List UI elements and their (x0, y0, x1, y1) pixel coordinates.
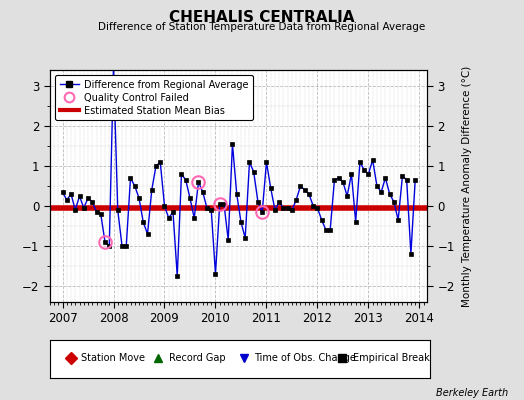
Text: Time of Obs. Change: Time of Obs. Change (254, 353, 356, 363)
Text: Record Gap: Record Gap (169, 353, 225, 363)
Text: CHEHALIS CENTRALIA: CHEHALIS CENTRALIA (169, 10, 355, 25)
Text: Station Move: Station Move (81, 353, 145, 363)
Text: Empirical Break: Empirical Break (353, 353, 430, 363)
Y-axis label: Monthly Temperature Anomaly Difference (°C): Monthly Temperature Anomaly Difference (… (462, 65, 472, 307)
Text: Difference of Station Temperature Data from Regional Average: Difference of Station Temperature Data f… (99, 22, 425, 32)
Legend: Difference from Regional Average, Quality Control Failed, Estimated Station Mean: Difference from Regional Average, Qualit… (54, 75, 253, 120)
Text: Berkeley Earth: Berkeley Earth (436, 388, 508, 398)
